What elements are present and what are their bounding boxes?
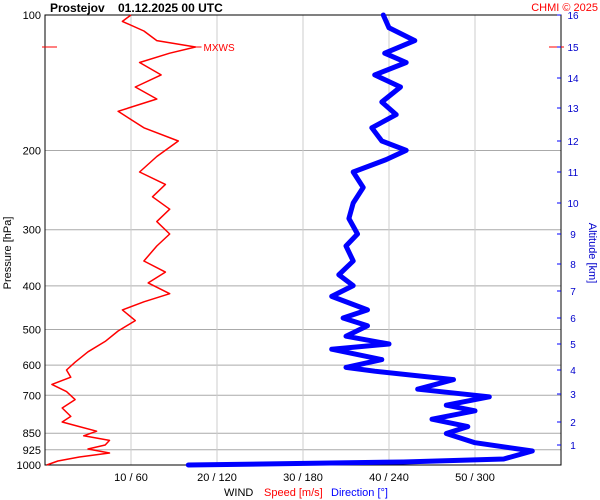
x-tick-label: 40 / 240 [369, 472, 409, 484]
altitude-tick-label: 3 [570, 390, 576, 401]
altitude-tick-label: 16 [567, 11, 579, 22]
pressure-tick-label: 700 [23, 390, 41, 402]
altitude-tick-label: 4 [570, 366, 576, 377]
pressure-tick-label: 1000 [17, 460, 41, 472]
altitude-tick-label: 10 [567, 199, 579, 210]
altitude-axis-title: Altitude [km] [586, 223, 598, 284]
x-tick-label: 20 / 120 [197, 472, 237, 484]
altitude-tick-label: 11 [568, 168, 579, 179]
altitude-tick-label: 2 [570, 418, 576, 429]
direction-axis-label: Direction [°] [331, 487, 388, 499]
pressure-tick-label: 500 [23, 325, 41, 337]
altitude-tick-label: 9 [570, 230, 576, 241]
series-layer: MXWS [42, 12, 564, 468]
altitude-tick-label: 7 [570, 287, 576, 298]
altitude-tick-label: 8 [570, 260, 576, 271]
direction-series-line [185, 12, 535, 468]
altitude-tick-label: 15 [567, 43, 579, 54]
copyright-label: CHMI © 2025 [531, 2, 598, 14]
tick-labels: 10 / 60 20 / 120 30 / 180 40 / 240 50 / 300 1… [17, 10, 579, 484]
altitude-tick-label: 14 [567, 74, 579, 85]
pressure-axis-title: Pressure [hPa] [2, 217, 14, 290]
wind-axis-label: WIND [224, 487, 253, 499]
pressure-tick-label: 100 [23, 10, 41, 22]
pressure-tick-label: 300 [23, 225, 41, 237]
mxws-annotation-label: MXWS [204, 43, 235, 54]
pressure-tick-label: 850 [23, 428, 41, 440]
altitude-tick-label: 12 [567, 137, 579, 148]
x-tick-label: 30 / 180 [283, 472, 323, 484]
pressure-tick-label: 925 [23, 445, 41, 457]
datetime-title: 01.12.2025 00 UTC [118, 1, 223, 15]
grid [45, 15, 561, 465]
pressure-tick-label: 600 [23, 360, 41, 372]
speed-series-line [46, 14, 197, 466]
altitude-tick-label: 6 [570, 314, 576, 325]
altitude-tick-label: 13 [567, 104, 579, 115]
station-title: Prostejov [50, 1, 105, 15]
pressure-tick-label: 200 [23, 145, 41, 157]
altitude-tick-label: 1 [570, 441, 576, 452]
altitude-tick-label: 5 [570, 340, 576, 351]
pressure-tick-label: 400 [23, 281, 41, 293]
speed-axis-label: Speed [m/s] [264, 487, 323, 499]
x-tick-label: 10 / 60 [114, 472, 148, 484]
x-tick-label: 50 / 300 [455, 472, 495, 484]
